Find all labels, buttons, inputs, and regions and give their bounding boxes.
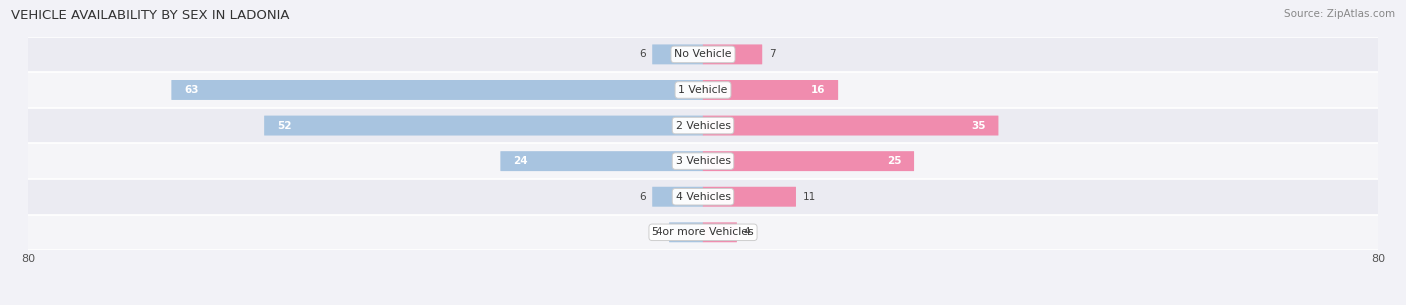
Text: 4: 4	[744, 227, 751, 237]
Text: 7: 7	[769, 49, 776, 59]
Text: 52: 52	[277, 120, 291, 131]
Bar	[11, 108, 1395, 143]
Text: 25: 25	[887, 156, 901, 166]
Text: 6: 6	[638, 192, 645, 202]
FancyBboxPatch shape	[172, 80, 703, 100]
FancyBboxPatch shape	[703, 187, 796, 207]
Text: 24: 24	[513, 156, 527, 166]
Text: 11: 11	[803, 192, 815, 202]
Text: Source: ZipAtlas.com: Source: ZipAtlas.com	[1284, 9, 1395, 19]
Text: 63: 63	[184, 85, 198, 95]
Text: 4 Vehicles: 4 Vehicles	[675, 192, 731, 202]
Bar	[11, 72, 1395, 108]
FancyBboxPatch shape	[652, 187, 703, 207]
Text: 16: 16	[811, 85, 825, 95]
FancyBboxPatch shape	[703, 151, 914, 171]
Text: 5 or more Vehicles: 5 or more Vehicles	[652, 227, 754, 237]
FancyBboxPatch shape	[703, 222, 737, 242]
Bar	[11, 214, 1395, 250]
Text: 6: 6	[638, 49, 645, 59]
Text: VEHICLE AVAILABILITY BY SEX IN LADONIA: VEHICLE AVAILABILITY BY SEX IN LADONIA	[11, 9, 290, 22]
Text: 4: 4	[655, 227, 662, 237]
Text: 3 Vehicles: 3 Vehicles	[675, 156, 731, 166]
FancyBboxPatch shape	[703, 116, 998, 135]
FancyBboxPatch shape	[703, 45, 762, 64]
FancyBboxPatch shape	[264, 116, 703, 135]
Bar	[11, 143, 1395, 179]
Text: 35: 35	[972, 120, 986, 131]
FancyBboxPatch shape	[501, 151, 703, 171]
FancyBboxPatch shape	[703, 80, 838, 100]
FancyBboxPatch shape	[652, 45, 703, 64]
Text: 1 Vehicle: 1 Vehicle	[678, 85, 728, 95]
Text: 2 Vehicles: 2 Vehicles	[675, 120, 731, 131]
FancyBboxPatch shape	[669, 222, 703, 242]
Bar	[11, 179, 1395, 214]
Text: No Vehicle: No Vehicle	[675, 49, 731, 59]
Bar	[11, 37, 1395, 72]
